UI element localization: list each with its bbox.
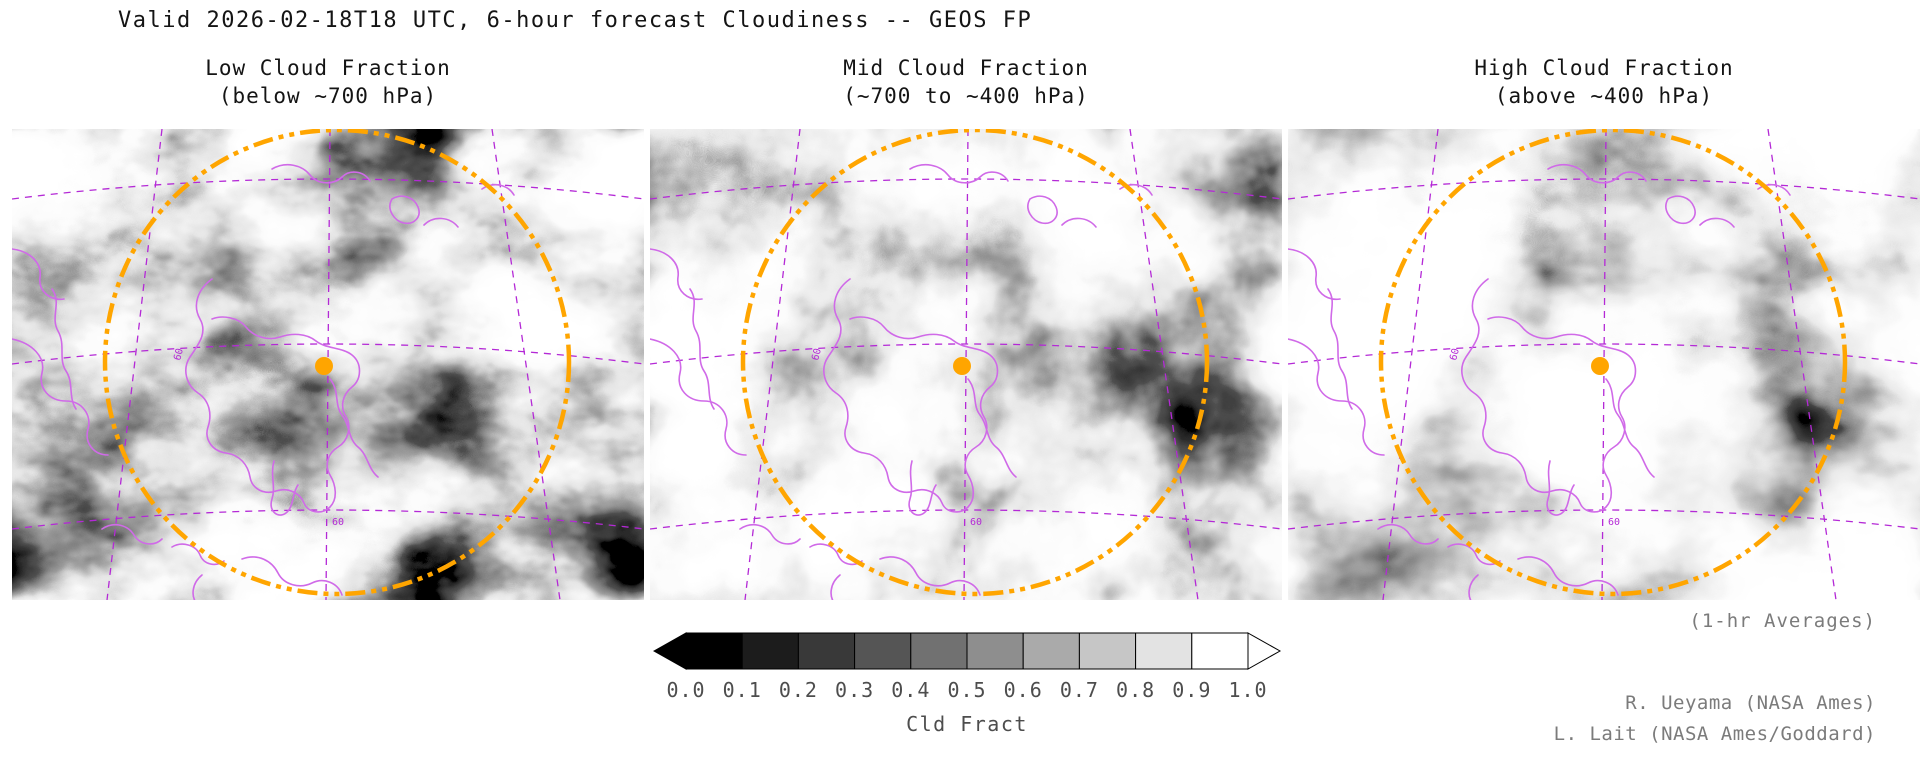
- colorbar-segment: [910, 632, 968, 670]
- colorbar-label: Cld Fract: [906, 712, 1028, 736]
- panel-subtitle: (above ~400 hPa): [1494, 84, 1714, 108]
- credit-line: L. Lait (NASA Ames/Goddard): [1553, 723, 1876, 745]
- colorbar-tick: 1.0: [1228, 678, 1268, 702]
- map-panel-high: [1288, 129, 1920, 600]
- colorbar-tick: 0.1: [722, 678, 762, 702]
- colorbar-left-arrow-icon: [652, 632, 687, 670]
- colorbar-tick: 0.2: [778, 678, 818, 702]
- credits: R. Ueyama (NASA Ames) L. Lait (NASA Ames…: [1554, 688, 1876, 750]
- colorbar-segments: [685, 632, 1249, 670]
- page-title: Valid 2026-02-18T18 UTC, 6-hour forecast…: [118, 8, 1033, 33]
- cloud-map-mid: [650, 129, 1282, 600]
- colorbar-segment: [1191, 632, 1249, 670]
- panel-heading-mid: Mid Cloud Fraction (~700 to ~400 hPa): [650, 54, 1282, 110]
- colorbar-segment: [1022, 632, 1080, 670]
- cloud-map-high: [1288, 129, 1920, 600]
- map-panel-mid: [650, 129, 1282, 600]
- colorbar-svg: [652, 632, 1282, 670]
- panel-heading-high: High Cloud Fraction (above ~400 hPa): [1288, 54, 1920, 110]
- colorbar-segment: [797, 632, 856, 670]
- colorbar-segment: [685, 632, 743, 670]
- panel-title: Mid Cloud Fraction: [843, 56, 1089, 80]
- colorbar-tick: 0.9: [1172, 678, 1212, 702]
- colorbar-right-arrow-icon: [1247, 632, 1282, 670]
- colorbar-segment: [1078, 632, 1137, 670]
- colorbar: [652, 632, 1282, 670]
- colorbar-tick: 0.7: [1059, 678, 1099, 702]
- panel-title: Low Cloud Fraction: [205, 56, 451, 80]
- map-panel-low: [12, 129, 644, 600]
- cloud-map-low: [12, 129, 644, 600]
- credit-line: R. Ueyama (NASA Ames): [1625, 692, 1876, 714]
- panel-subtitle: (below ~700 hPa): [218, 84, 438, 108]
- colorbar-tick: 0.6: [1003, 678, 1043, 702]
- panel-subtitle: (~700 to ~400 hPa): [843, 84, 1089, 108]
- colorbar-tick: 0.4: [891, 678, 931, 702]
- colorbar-tick: 0.0: [666, 678, 706, 702]
- colorbar-tick: 0.8: [1116, 678, 1156, 702]
- colorbar-segment: [1135, 632, 1193, 670]
- colorbar-tick: 0.3: [835, 678, 875, 702]
- map-panels: [12, 129, 1920, 600]
- colorbar-segment: [854, 632, 912, 670]
- panel-title: High Cloud Fraction: [1474, 56, 1734, 80]
- colorbar-segment: [966, 632, 1024, 670]
- colorbar-ticks: 0.0 0.1 0.2 0.3 0.4 0.5 0.6 0.7 0.8 0.9 1.0: [652, 678, 1282, 704]
- panel-heading-low: Low Cloud Fraction (below ~700 hPa): [12, 54, 644, 110]
- averaging-note: (1-hr Averages): [1689, 610, 1876, 632]
- colorbar-tick: 0.5: [947, 678, 987, 702]
- colorbar-segment: [741, 632, 799, 670]
